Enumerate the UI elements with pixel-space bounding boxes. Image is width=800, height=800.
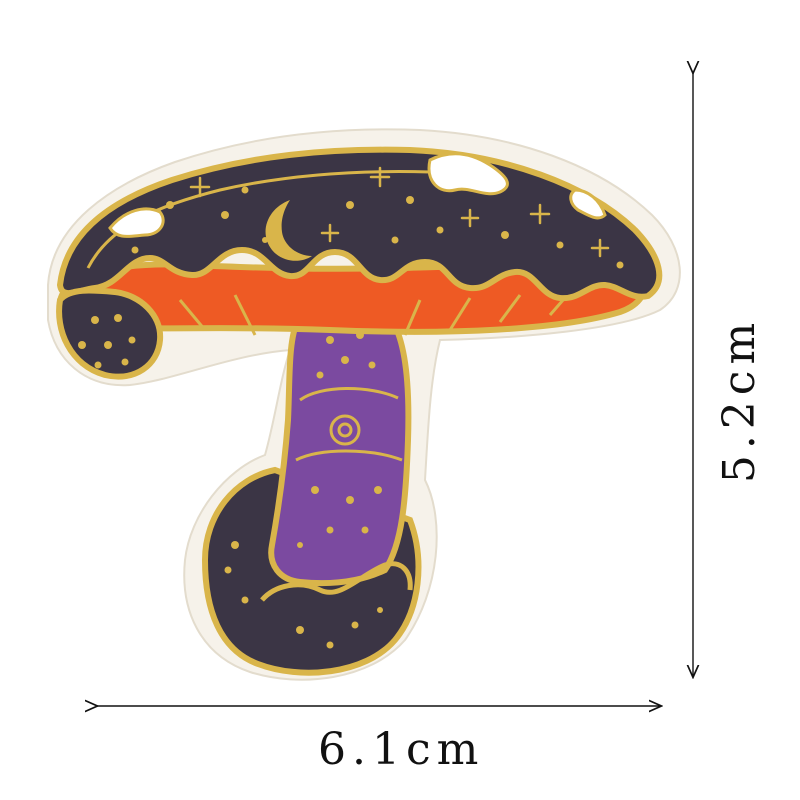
star-icon xyxy=(590,238,610,258)
stem-wave xyxy=(260,561,413,602)
cap-curl xyxy=(56,287,164,380)
stem-dots xyxy=(297,331,382,548)
star-icon xyxy=(189,176,211,198)
crescent-moon-icon xyxy=(265,200,312,261)
star-icon xyxy=(320,223,340,243)
cap-dots xyxy=(131,186,624,269)
stem-ornament xyxy=(295,387,403,462)
curl-dots xyxy=(78,314,136,369)
cap-gills xyxy=(178,291,572,336)
star-icon xyxy=(460,208,480,228)
star-icon xyxy=(369,166,391,188)
height-label: 5.2cm xyxy=(714,316,765,484)
mushroom-patch xyxy=(47,128,681,681)
width-label: 6.1cm xyxy=(318,724,485,775)
base-stars xyxy=(224,541,383,649)
cap-snow xyxy=(108,152,607,238)
cap-stars xyxy=(189,166,610,258)
star-icon xyxy=(529,203,551,225)
